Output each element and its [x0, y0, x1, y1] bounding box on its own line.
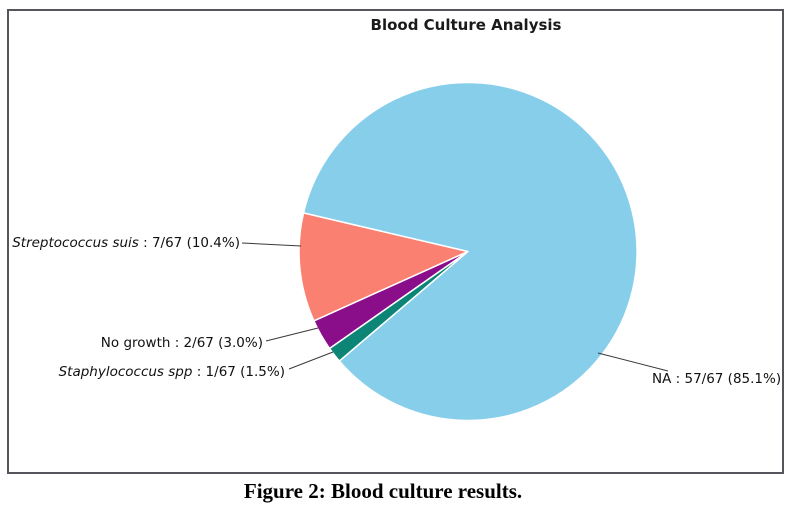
- pie-label-streptococcus-suis: Streptococcus suis : 7/67 (10.4%): [12, 235, 240, 251]
- pie-label-value: : 2/67 (3.0%): [170, 335, 263, 351]
- pie-label-name: Staphylococcus spp: [58, 364, 193, 380]
- pie-label-value: : 57/67 (85.1%): [671, 371, 782, 387]
- pie-label-staphylococcus-spp: Staphylococcus spp : 1/67 (1.5%): [59, 364, 285, 380]
- chart-title: Blood Culture Analysis: [370, 16, 562, 34]
- pie-wedge-na: [302, 81, 638, 422]
- pie-wedges: [298, 81, 638, 422]
- pie-wedge-streptococcus-suis: [298, 212, 469, 322]
- pie-label-value: : 7/67 (10.4%): [138, 235, 240, 251]
- leader-line-staphylococcus-spp: [288, 351, 334, 370]
- leader-line-streptococcus-suis: [241, 242, 302, 247]
- pie-label-name: Streptococcus suis: [12, 235, 139, 251]
- leader-line-no-growth: [265, 327, 319, 342]
- pie-label-na: NA : 57/67 (85.1%): [652, 371, 781, 387]
- leader-line-na: [597, 352, 669, 372]
- pie-label-no-growth: No growth : 2/67 (3.0%): [101, 335, 263, 351]
- figure-caption: Figure 2: Blood culture results.: [243, 479, 523, 503]
- pie-label-name: No growth: [100, 335, 171, 351]
- pie-label-name: NA: [652, 371, 672, 387]
- pie-label-value: : 1/67 (1.5%): [192, 364, 285, 380]
- leader-lines: [241, 242, 669, 372]
